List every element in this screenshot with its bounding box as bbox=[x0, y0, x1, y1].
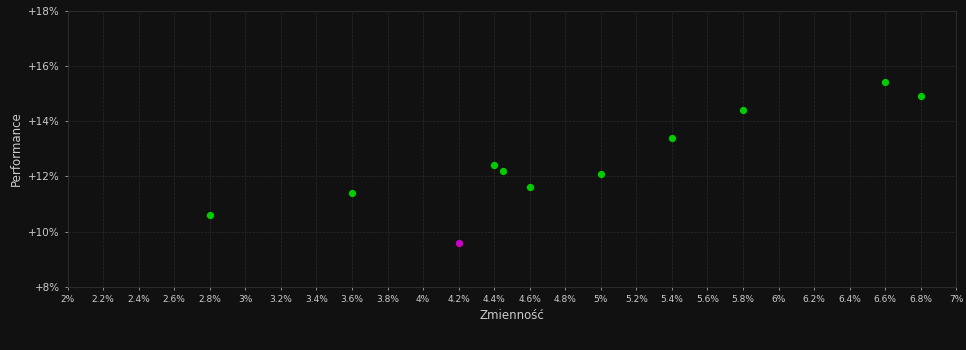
Point bbox=[487, 162, 502, 168]
Point bbox=[451, 240, 467, 246]
Point bbox=[202, 212, 217, 218]
Point bbox=[913, 93, 928, 99]
Point bbox=[735, 107, 751, 113]
Point bbox=[665, 135, 680, 140]
X-axis label: Zmienność: Zmienność bbox=[479, 309, 545, 322]
Y-axis label: Performance: Performance bbox=[10, 111, 22, 186]
Point bbox=[877, 79, 893, 85]
Point bbox=[344, 190, 359, 196]
Point bbox=[522, 185, 537, 190]
Point bbox=[496, 168, 511, 174]
Point bbox=[593, 171, 609, 176]
